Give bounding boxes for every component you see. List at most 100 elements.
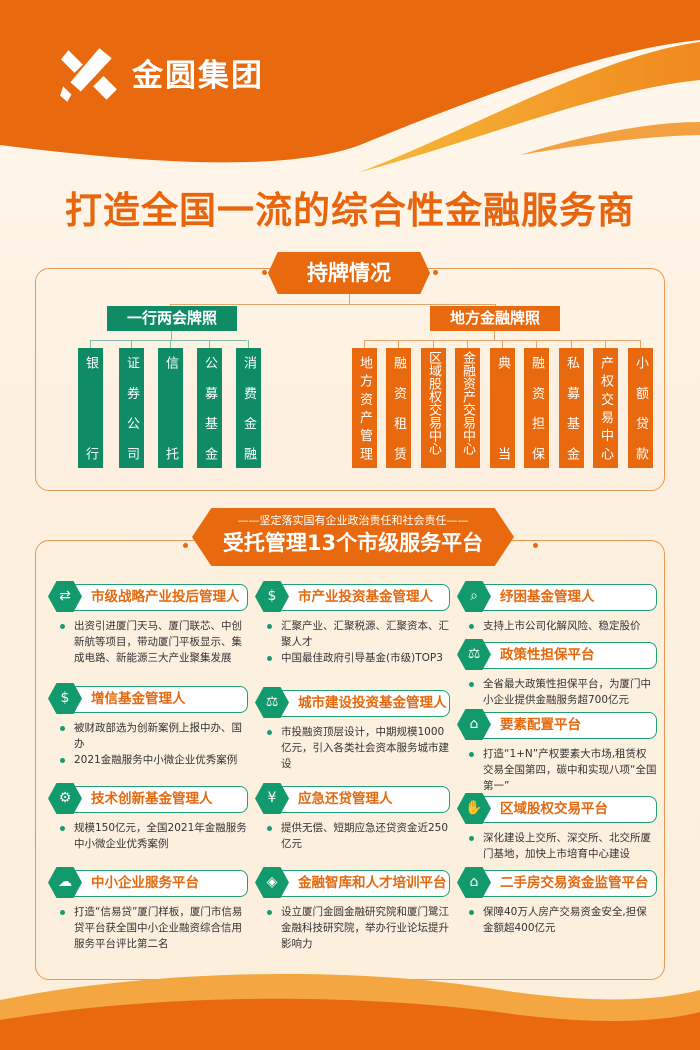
license-local: 地方资产管理 <box>352 348 377 468</box>
license-local: 典当 <box>490 348 515 468</box>
connector <box>398 340 399 348</box>
license-label: 典当 <box>495 356 510 460</box>
platform-card: ◈ 金融智库和人才培训平台设立厦门金圆金融研究院和厦门鹭江金融科技研究院，举办行业… <box>255 867 450 952</box>
connector <box>467 340 468 348</box>
bullet-item: 汇聚产业、汇聚税源、汇聚资本、汇聚人才 <box>265 618 450 650</box>
license-label: 融资担保 <box>529 356 544 460</box>
bullet-item: 被财政部选为创新案例上报中办、国办 <box>58 720 248 752</box>
connector <box>248 340 249 348</box>
platforms-title: 受托管理13个市级服务平台 <box>222 531 484 555</box>
platform-card: ⚖ 城市建设投资基金管理人市投融资顶层设计，中期规模1000亿元，引入各类社会资本… <box>255 687 450 772</box>
card-header: ⌂ 要素配置平台 <box>457 709 657 740</box>
license-local: 私募基金 <box>559 348 584 468</box>
license-national: 消费金融 <box>236 348 261 468</box>
license-local: 产权交易中心 <box>593 348 618 468</box>
card-bullets: 规模150亿元，全国2021年金融服务中小微企业优秀案例 <box>48 820 248 852</box>
license-national: 公募基金 <box>197 348 222 468</box>
bullet-item: 2021金融服务中小微企业优秀案例 <box>58 752 248 768</box>
card-title: 技术创新基金管理人 <box>70 786 248 813</box>
card-title: 城市建设投资基金管理人 <box>277 690 450 717</box>
license-label: 产权交易中心 <box>598 356 613 460</box>
card-bullets: 提供无偿、短期应急还贷资金近250亿元 <box>255 820 450 852</box>
connector <box>349 294 350 304</box>
bullet-item: 打造“信易贷”厦门样板，厦门市信易贷平台获全国中小企业融资综合信用服务平台评比第… <box>58 904 248 952</box>
card-title: 市产业投资基金管理人 <box>277 584 450 611</box>
platform-card: ⌂ 要素配置平台 打造“1+N”产权要素大市场,租赁权交易全国第四，碳中和实现八项“… <box>457 709 657 794</box>
connector <box>90 340 247 341</box>
connector <box>536 340 537 348</box>
license-label: 融资租赁 <box>391 356 406 460</box>
card-title: 二手房交易资金监管平台 <box>479 870 657 897</box>
bullet-item: 提供无偿、短期应急还贷资金近250亿元 <box>265 820 450 852</box>
bullet-item: 市投融资顶层设计，中期规模1000亿元，引入各类社会资本服务城市建设 <box>265 724 450 772</box>
yen-hand-icon: ¥ <box>255 783 289 814</box>
card-header: ⚖ 城市建设投资基金管理人 <box>255 687 450 718</box>
license-label: 消费金融 <box>241 356 256 460</box>
connector <box>605 340 606 348</box>
card-bullets: 汇聚产业、汇聚税源、汇聚资本、汇聚人才 中国最佳政府引导基金(市级)TOP3 <box>255 618 450 666</box>
platform-card: ⇄ 市级战略产业投后管理人 出资引进厦门天马、厦门联芯、中创新航等项目，带动厦门平板… <box>48 581 248 666</box>
card-bullets: 被财政部选为创新案例上报中办、国办 2021金融服务中小微企业优秀案例 <box>48 720 248 768</box>
platform-card: ☁ 中小企业服务平台打造“信易贷”厦门样板，厦门市信易贷平台获全国中小企业融资综合… <box>48 867 248 952</box>
bullet-item: 出资引进厦门天马、厦门联芯、中创新航等项目，带动厦门平板显示、集成电路、新能源三… <box>58 618 248 666</box>
group-title-national: 一行两会牌照 <box>107 306 237 331</box>
license-label: 公募基金 <box>202 356 217 460</box>
card-bullets: 设立厦门金圆金融研究院和厦门鹭江金融科技研究院，举办行业论坛提升影响力 <box>255 904 450 952</box>
card-header: $ 增信基金管理人 <box>48 683 248 714</box>
card-bullets: 保障40万人房产交易资金安全,担保金额超400亿元 <box>457 904 657 936</box>
license-label: 地方资产管理 <box>357 356 372 460</box>
logo-icon <box>60 48 117 102</box>
license-label: 信托 <box>163 356 178 460</box>
bullet-item: 支持上市公司化解风险、稳定股价 <box>467 618 657 634</box>
platform-card: ¥ 应急还贷管理人提供无偿、短期应急还贷资金近250亿元 <box>255 783 450 852</box>
card-title: 区域股权交易平台 <box>479 796 657 823</box>
license-label: 私募基金 <box>564 356 579 460</box>
license-label: 金融资产交易中心 <box>460 351 475 455</box>
gavel-icon: ⚖ <box>457 639 491 670</box>
license-label: 区域股权交易中心 <box>426 351 441 455</box>
house-icon: ⌂ <box>457 867 491 898</box>
header-banner <box>0 0 700 172</box>
card-header: ⚖ 政策性担保平台 <box>457 639 657 670</box>
gavel-icon: ⚖ <box>255 687 289 718</box>
connector <box>170 340 171 348</box>
platform-card: ⌕ 纾困基金管理人支持上市公司化解风险、稳定股价 <box>457 581 657 634</box>
platform-card: ✋ 区域股权交易平台 深化建设上交所、深交所、北交所厦门基地，加快上市培育中心建设 <box>457 793 657 862</box>
connector <box>640 340 641 348</box>
cloud-gear-icon: ☁ <box>48 867 82 898</box>
card-title: 应急还贷管理人 <box>277 786 450 813</box>
bullet-item: 中国最佳政府引导基金(市级)TOP3 <box>265 650 450 666</box>
connector <box>364 340 365 348</box>
frame-dot <box>533 543 538 548</box>
bullet-item: 规模150亿元，全国2021年金融服务中小微企业优秀案例 <box>58 820 248 852</box>
card-bullets: 支持上市公司化解风险、稳定股价 <box>457 618 657 634</box>
platform-card: ⚖ 政策性担保平台 全省最大政策性担保平台，为厦门中小企业提供金融服务超700亿元 <box>457 639 657 708</box>
connector <box>502 340 503 348</box>
license-local: 区域股权交易中心 <box>421 348 446 468</box>
card-header: ⌂ 二手房交易资金监管平台 <box>457 867 657 898</box>
platform-card: ⚙ 技术创新基金管理人规模150亿元，全国2021年金融服务中小微企业优秀案例 <box>48 783 248 852</box>
card-header: ⚙ 技术创新基金管理人 <box>48 783 248 814</box>
page-title: 打造全国一流的综合性金融服务商 <box>65 189 635 232</box>
cube-icon: ◈ <box>255 867 289 898</box>
connector <box>171 331 172 341</box>
gear-dollar-icon: ⚙ <box>48 783 82 814</box>
card-header: ☁ 中小企业服务平台 <box>48 867 248 898</box>
card-title: 金融智库和人才培训平台 <box>277 870 450 897</box>
card-header: $ 市产业投资基金管理人 <box>255 581 450 612</box>
group-title-local: 地方金融牌照 <box>430 306 560 331</box>
licenses-tag: 持牌情况 <box>268 252 430 294</box>
license-label: 银行 <box>83 356 98 460</box>
card-bullets: 打造“信易贷”厦门样板，厦门市信易贷平台获全国中小企业融资综合信用服务平台评比第… <box>48 904 248 952</box>
card-header: ⌕ 纾困基金管理人 <box>457 581 657 612</box>
license-local: 融资租赁 <box>386 348 411 468</box>
card-bullets: 深化建设上交所、深交所、北交所厦门基地，加快上市培育中心建设 <box>457 830 657 862</box>
frame-dot <box>262 270 267 275</box>
frame-dot <box>183 543 188 548</box>
coins-icon: $ <box>255 581 289 612</box>
license-national: 证券公司 <box>119 348 144 468</box>
card-title: 纾困基金管理人 <box>479 584 657 611</box>
license-local: 小额贷款 <box>628 348 653 468</box>
bullet-item: 设立厦门金圆金融研究院和厦门鹭江金融科技研究院，举办行业论坛提升影响力 <box>265 904 450 952</box>
connector <box>433 340 434 348</box>
